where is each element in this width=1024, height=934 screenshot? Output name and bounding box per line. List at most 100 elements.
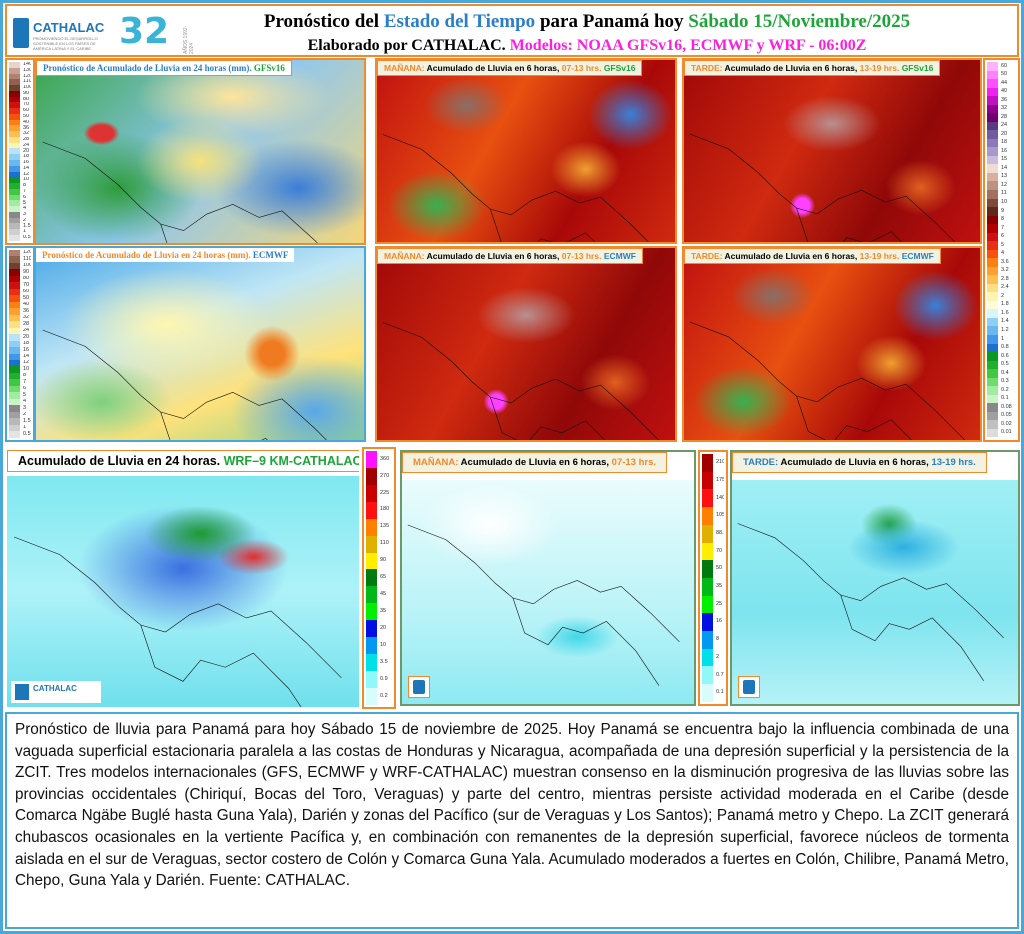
legend-swatch bbox=[9, 73, 20, 80]
title-part: para Panamá hoy bbox=[535, 11, 689, 32]
cathalac-logo: CATHALAC bbox=[11, 681, 101, 703]
subtitle-models: Modelos: NOAA GFSv16, ECMWF y WRF - 06:0… bbox=[509, 37, 867, 54]
legend-label: 110 bbox=[23, 256, 31, 262]
legend-item: 13 bbox=[987, 172, 1016, 182]
legend-label: 7 bbox=[23, 188, 27, 194]
legend-swatch bbox=[987, 181, 998, 190]
legend-label: 20 bbox=[23, 148, 30, 154]
legend-swatch bbox=[9, 308, 20, 315]
legend-label: 100 bbox=[23, 85, 31, 91]
legend-item: 4 bbox=[9, 398, 31, 406]
label-period: TARDE: bbox=[691, 251, 725, 261]
legend-item: 32 bbox=[9, 131, 31, 137]
legend-item: 80 bbox=[9, 275, 31, 283]
map-ecmwf-24h: Pronóstico de Acumulado de Lluvia en 24 … bbox=[34, 246, 366, 442]
map-gfs-manana: MAÑANA: Acumulado de Lluvia en 6 horas, … bbox=[375, 58, 677, 244]
legend-item: 120 bbox=[9, 250, 31, 257]
legend-swatch bbox=[702, 648, 713, 667]
legend-item: 0.9 bbox=[366, 670, 392, 688]
legend-swatch bbox=[9, 142, 20, 149]
legend-item: 0.6 bbox=[987, 352, 1016, 361]
legend-item: 110 bbox=[366, 535, 392, 553]
legend-label: 120 bbox=[23, 250, 31, 256]
legend-label: 65 bbox=[380, 574, 387, 581]
legend-swatch bbox=[702, 560, 713, 578]
legend-label: 24 bbox=[23, 327, 30, 334]
legend-swatch bbox=[987, 403, 998, 412]
legend-swatch bbox=[366, 637, 377, 655]
legend-item: 60 bbox=[9, 288, 31, 296]
legend-item: 90 bbox=[9, 269, 31, 276]
legend-swatch bbox=[987, 189, 998, 199]
legend-swatch bbox=[9, 321, 20, 328]
legend-swatch bbox=[987, 249, 998, 259]
legend-item: 210 bbox=[702, 454, 724, 472]
rain-map bbox=[684, 60, 980, 242]
legend-item: 24 bbox=[987, 121, 1016, 131]
rain-map bbox=[7, 476, 359, 707]
legend-label: 4 bbox=[23, 206, 27, 212]
legend-swatch bbox=[987, 87, 998, 97]
legend-swatch bbox=[987, 121, 998, 131]
legend-label: 0.6 bbox=[1001, 352, 1009, 359]
label-text: Acumulado de Lluvia en 6 horas, bbox=[460, 457, 612, 468]
legend-swatch bbox=[9, 340, 20, 348]
legend-swatch bbox=[987, 138, 998, 148]
rain-map bbox=[377, 248, 675, 440]
map-gfs-24h: Pronóstico de Acumulado de Lluvia en 24 … bbox=[34, 58, 366, 245]
legend-label: 88.2 bbox=[716, 529, 724, 536]
legend-item: 130 bbox=[9, 67, 31, 74]
legend-swatch bbox=[9, 334, 20, 341]
legend-swatch bbox=[9, 113, 20, 120]
label-model: GFSv16 bbox=[603, 63, 636, 73]
map-wrf-tarde: TARDE: Acumulado de Lluvia en 6 horas, 1… bbox=[730, 450, 1020, 706]
legend-label: 32 bbox=[1001, 105, 1008, 112]
legend-item: 110 bbox=[9, 256, 31, 263]
legend-swatch bbox=[9, 418, 20, 425]
legend-label: 270 bbox=[380, 472, 390, 479]
coastline-outline bbox=[377, 60, 675, 244]
legend-swatch bbox=[9, 372, 20, 380]
legend-swatch bbox=[987, 266, 998, 276]
legend-item: 15 bbox=[987, 155, 1016, 165]
legend-swatch bbox=[987, 394, 998, 404]
legend-item: 90 bbox=[366, 552, 392, 570]
legend-item: 1.8 bbox=[987, 300, 1016, 310]
legend-item: 2 bbox=[9, 217, 31, 224]
legend-swatch bbox=[9, 405, 20, 412]
legend-swatch bbox=[9, 347, 20, 354]
legend-label: 1.8 bbox=[1001, 301, 1009, 308]
map-ecmwf-manana: MAÑANA: Acumulado de Lluvia en 6 horas, … bbox=[375, 246, 677, 442]
legend-item: 90 bbox=[9, 90, 31, 97]
legend-label: 3 bbox=[23, 405, 27, 411]
label-hours: 07-13 hrs. bbox=[611, 457, 657, 468]
legend-label: 16 bbox=[716, 618, 723, 625]
legend-swatch bbox=[987, 386, 998, 395]
legend-swatch bbox=[987, 172, 998, 182]
legend-swatch bbox=[987, 79, 998, 88]
legend-label: 3.5 bbox=[380, 658, 388, 665]
legend-label: 0.5 bbox=[1001, 361, 1009, 368]
map-wrf-24h: Acumulado de Lluvia en 24 horas. WRF–9 K… bbox=[5, 447, 361, 709]
legend-label: 0.9 bbox=[380, 675, 388, 682]
legend-swatch bbox=[702, 631, 713, 649]
legend-label: 35 bbox=[380, 608, 387, 614]
cathalac-logo-icon bbox=[408, 676, 430, 698]
rain-map bbox=[684, 248, 980, 440]
legend-swatch bbox=[366, 535, 377, 553]
legend-item: 70 bbox=[9, 282, 31, 289]
legend-item: 45 bbox=[366, 586, 392, 604]
legend-swatch bbox=[987, 343, 998, 353]
legend-label: 175 bbox=[716, 476, 724, 483]
legend-swatch bbox=[9, 108, 20, 114]
legend-swatch bbox=[9, 148, 20, 155]
legend-swatch bbox=[987, 164, 998, 173]
legend-label: 16 bbox=[1001, 147, 1008, 154]
legend-label: 28 bbox=[23, 321, 30, 327]
legend-swatch bbox=[9, 194, 20, 201]
legend-swatch bbox=[987, 207, 998, 216]
legend-item: 36 bbox=[987, 96, 1016, 105]
legend-swatch bbox=[987, 326, 998, 335]
legend-label: 40 bbox=[23, 119, 30, 125]
legend-item: 1.4 bbox=[987, 317, 1016, 327]
